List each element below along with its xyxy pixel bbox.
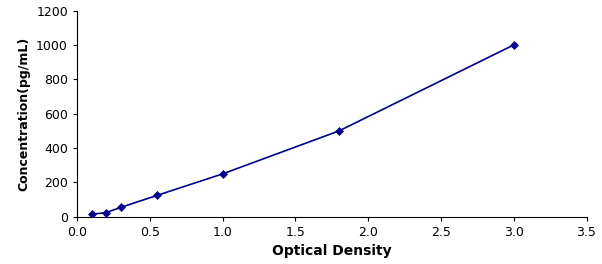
Y-axis label: Concentration(pg/mL): Concentration(pg/mL) <box>17 37 31 191</box>
X-axis label: Optical Density: Optical Density <box>272 244 391 258</box>
